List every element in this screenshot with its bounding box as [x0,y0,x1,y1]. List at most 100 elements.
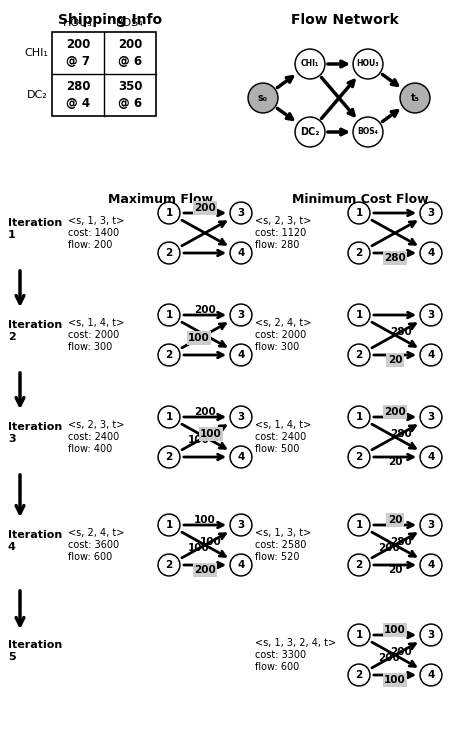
Text: 280: 280 [390,327,412,337]
Text: 200
@ 7: 200 @ 7 [66,38,90,68]
Circle shape [230,446,252,468]
Text: 4: 4 [427,248,435,258]
Text: cost: 2580: cost: 2580 [255,540,306,550]
Text: 100: 100 [188,435,210,445]
Text: Minimum Cost Flow: Minimum Cost Flow [292,193,428,206]
Circle shape [349,345,369,364]
Text: 1: 1 [355,208,362,218]
Text: <s, 2, 4, t>: <s, 2, 4, t> [255,318,312,328]
Circle shape [420,344,442,366]
Text: 100: 100 [194,515,216,525]
Text: 1: 1 [355,412,362,422]
Text: 3: 3 [427,520,435,530]
Circle shape [420,304,442,326]
Text: 100: 100 [384,675,406,685]
Text: 4: 4 [427,350,435,360]
Text: 3: 3 [237,310,244,320]
Text: BOS₄: BOS₄ [357,128,379,137]
Text: 200: 200 [378,653,400,663]
Text: 2: 2 [355,452,362,462]
Text: 2: 2 [165,248,173,258]
Text: 20: 20 [388,565,402,575]
Text: 3: 3 [427,412,435,422]
Text: 4: 4 [427,560,435,570]
Circle shape [421,515,440,535]
Circle shape [160,345,178,364]
Circle shape [295,117,325,147]
Text: 4: 4 [237,560,244,570]
Circle shape [158,304,180,326]
Text: BOS₄: BOS₄ [116,18,144,28]
Circle shape [348,202,370,224]
Text: <s, 1, 4, t>: <s, 1, 4, t> [255,420,311,430]
Circle shape [349,665,369,684]
Circle shape [421,448,440,466]
Circle shape [296,50,323,77]
Text: 200: 200 [194,565,216,575]
Text: Shipping Info: Shipping Info [58,13,162,27]
Text: s₀: s₀ [258,93,268,103]
Text: 4: 4 [427,452,435,462]
Circle shape [160,243,178,263]
Circle shape [349,204,369,222]
Circle shape [158,242,180,264]
Circle shape [354,50,381,77]
Text: 3: 3 [427,630,435,640]
Text: 100: 100 [188,543,210,553]
Text: 100: 100 [384,625,406,635]
Circle shape [420,514,442,536]
Text: flow: 600: flow: 600 [68,552,112,562]
Circle shape [348,664,370,686]
Circle shape [348,406,370,428]
Text: <s, 1, 3, t>: <s, 1, 3, t> [255,528,311,538]
Text: 100: 100 [188,333,210,343]
Text: 200: 200 [194,305,216,315]
Text: flow: 200: flow: 200 [68,240,112,250]
Circle shape [230,514,252,536]
Text: 20: 20 [388,355,402,365]
Text: cost: 2000: cost: 2000 [68,330,119,340]
Circle shape [160,448,178,466]
Text: 100: 100 [200,429,222,439]
Circle shape [348,344,370,366]
Circle shape [420,406,442,428]
Circle shape [348,242,370,264]
Circle shape [230,554,252,576]
Text: 200: 200 [194,407,216,417]
Circle shape [231,448,251,466]
Circle shape [231,243,251,263]
Circle shape [349,408,369,427]
Text: Iteration
2: Iteration 2 [8,320,62,342]
Circle shape [349,306,369,324]
Text: 200: 200 [390,647,412,657]
Text: <s, 1, 3, t>: <s, 1, 3, t> [68,216,124,226]
Text: 1: 1 [165,412,173,422]
Circle shape [348,554,370,576]
Text: 4: 4 [237,248,244,258]
Text: 2: 2 [165,452,173,462]
Circle shape [421,204,440,222]
Text: 3: 3 [237,412,244,422]
Text: 2: 2 [165,350,173,360]
Circle shape [349,515,369,535]
Text: 1: 1 [165,208,173,218]
Circle shape [250,85,277,111]
Text: <s, 1, 4, t>: <s, 1, 4, t> [68,318,124,328]
Circle shape [160,408,178,427]
Text: cost: 3300: cost: 3300 [255,650,306,660]
Circle shape [420,202,442,224]
Text: Flow Network: Flow Network [291,13,399,27]
Circle shape [348,514,370,536]
Text: t₅: t₅ [411,93,420,103]
Text: Iteration
1: Iteration 1 [8,218,62,240]
Text: 1: 1 [355,520,362,530]
Text: 3: 3 [237,520,244,530]
Text: Iteration
3: Iteration 3 [8,422,62,445]
Circle shape [421,345,440,364]
Text: DC₂: DC₂ [27,90,48,100]
Circle shape [421,665,440,684]
Text: 3: 3 [427,310,435,320]
Text: cost: 1400: cost: 1400 [68,228,119,238]
Text: flow: 300: flow: 300 [255,342,299,352]
Text: <s, 2, 3, t>: <s, 2, 3, t> [255,216,312,226]
